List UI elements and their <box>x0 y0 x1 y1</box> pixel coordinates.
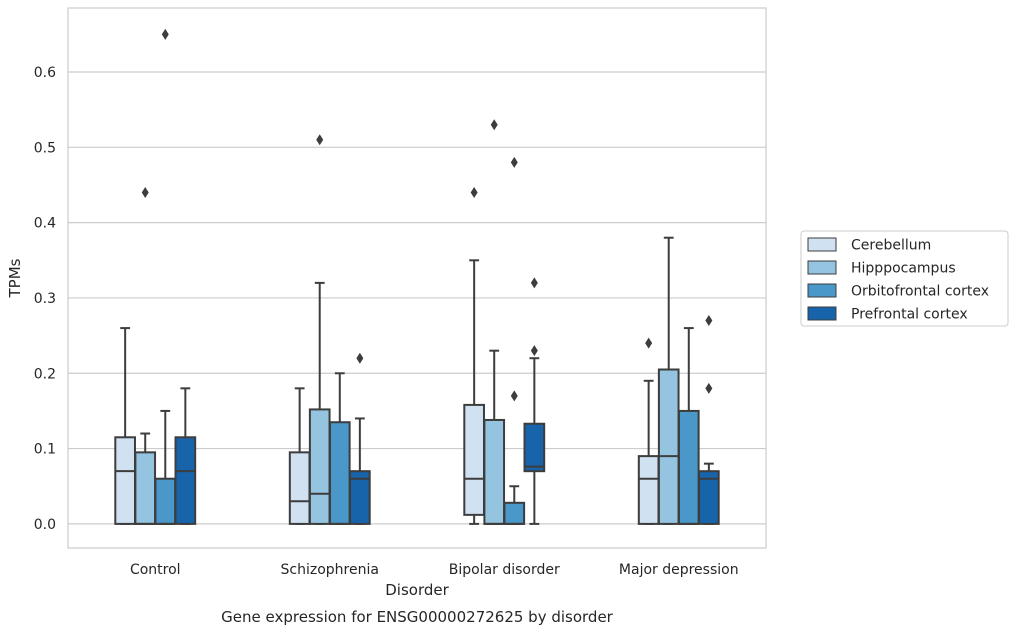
outlier-marker <box>705 315 713 327</box>
iqr-box <box>523 422 546 473</box>
legend-frame <box>800 230 1009 327</box>
legend-swatch <box>807 260 837 275</box>
outlier-marker <box>470 187 478 199</box>
box-elements <box>114 28 720 525</box>
y-tick-label: 0.4 <box>34 216 56 232</box>
legend-label: Orbitofrontal cortex <box>851 284 989 300</box>
outlier-marker <box>490 119 498 131</box>
iqr-box <box>174 436 197 525</box>
outlier-marker <box>645 337 653 349</box>
outlier-marker <box>510 390 518 402</box>
iqr-box <box>308 408 331 525</box>
box-prefrontal-cortex <box>174 387 197 525</box>
y-tick-label: 0.2 <box>34 366 56 382</box>
x-tick-label: Control <box>130 562 181 578</box>
iqr-box <box>483 418 506 525</box>
iqr-box <box>349 470 371 525</box>
box-prefrontal-cortex <box>698 315 720 525</box>
outlier-marker <box>530 277 538 289</box>
box-prefrontal-cortex <box>523 277 546 525</box>
y-axis-title: TPMs <box>6 258 24 298</box>
box-cerebellum <box>288 387 311 525</box>
x-tick-labels: Control Schizophrenia Bipolar disorder Majo… <box>130 562 739 578</box>
x-axis-title: Disorder <box>385 581 449 599</box>
x-tick-label: Bipolar disorder <box>449 562 560 578</box>
legend-label: Prefrontal cortex <box>851 307 968 323</box>
y-tick-label: 0.1 <box>34 442 56 458</box>
iqr-box <box>288 451 311 525</box>
plot-frame <box>67 7 767 549</box>
box-orbitofrontal-cortex <box>154 28 177 525</box>
chart-caption: Gene expression for ENSG00000272625 by d… <box>221 608 614 626</box>
box-hipppocampus <box>483 119 506 525</box>
legend-swatch <box>807 237 837 252</box>
box-orbitofrontal-cortex <box>677 327 700 525</box>
iqr-box <box>114 436 136 525</box>
iqr-box <box>637 455 660 525</box>
outlier-marker <box>705 382 713 394</box>
y-tick-label: 0.0 <box>34 517 56 533</box>
iqr-box <box>154 477 177 525</box>
y-tick-label: 0.5 <box>34 140 56 156</box>
box-hipppocampus <box>657 236 680 525</box>
y-tick-labels: 0.0 0.1 0.2 0.3 0.4 0.5 0.6 <box>34 65 56 533</box>
legend-swatch <box>807 283 837 298</box>
outlier-marker <box>530 345 538 357</box>
outlier-marker <box>356 352 364 364</box>
legend-label: Cerebellum <box>851 238 931 254</box>
legend-swatch <box>807 306 837 321</box>
iqr-box <box>677 409 700 525</box>
iqr-box <box>657 368 680 525</box>
x-tick-label: Schizophrenia <box>281 562 379 578</box>
box-orbitofrontal-cortex <box>503 156 526 525</box>
iqr-box <box>328 421 351 525</box>
iqr-box <box>463 403 485 516</box>
y-tick-label: 0.3 <box>34 291 56 307</box>
iqr-box <box>503 501 526 525</box>
outlier-marker <box>316 134 324 146</box>
legend-label: Hipppocampus <box>851 261 956 277</box>
box-cerebellum <box>114 327 136 525</box>
outlier-marker <box>161 28 169 40</box>
x-tick-label: Major depression <box>619 562 739 578</box>
y-tick-label: 0.6 <box>34 65 56 81</box>
outlier-marker <box>141 187 149 199</box>
iqr-box <box>134 451 157 525</box>
outlier-marker <box>510 156 518 168</box>
box-prefrontal-cortex <box>349 352 371 525</box>
iqr-box <box>698 470 720 525</box>
legend: Cerebellum Hipppocampus Orbitofrontal cort… <box>800 230 1009 327</box>
